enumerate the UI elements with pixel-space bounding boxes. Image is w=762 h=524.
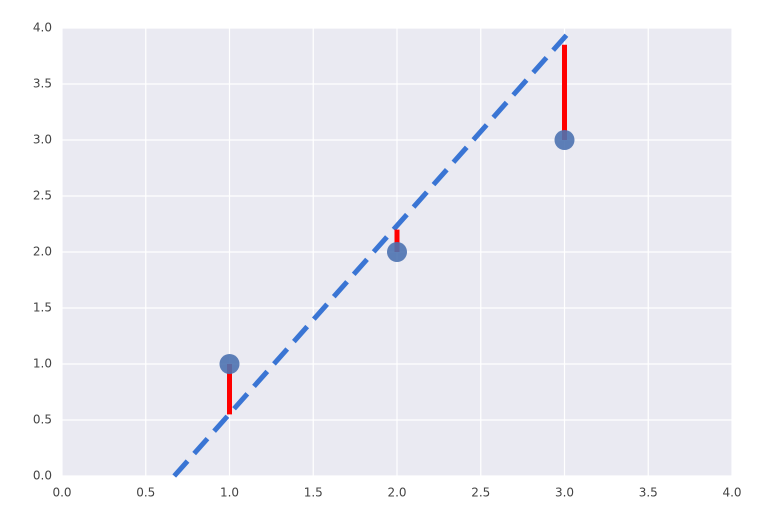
x-tick-label: 3.0: [555, 486, 574, 500]
x-tick-label: 3.5: [639, 486, 658, 500]
y-tick-label: 0.5: [33, 413, 52, 427]
x-tick-label: 4.0: [722, 486, 741, 500]
x-tick-label: 2.0: [387, 486, 406, 500]
point: [554, 130, 575, 150]
y-tick-label: 3.5: [33, 77, 52, 91]
y-tick-label: 2.5: [33, 189, 52, 203]
point: [219, 354, 240, 374]
y-tick-label: 0.0: [33, 469, 52, 483]
point: [387, 242, 407, 262]
x-tick-label: 0.5: [136, 486, 155, 500]
x-tick-label: 2.5: [471, 486, 490, 500]
y-tick-label: 2.0: [33, 245, 52, 259]
fit-line: [172, 26, 575, 478]
x-tick-label: 1.5: [304, 486, 323, 500]
y-tick-label: 3.0: [33, 133, 52, 147]
x-tick-label: 1.0: [220, 486, 239, 500]
y-tick-label: 1.5: [33, 301, 52, 315]
y-tick-label: 1.0: [33, 357, 52, 371]
x-tick-label: 0.0: [52, 486, 71, 500]
y-tick-label: 4.0: [33, 21, 52, 35]
